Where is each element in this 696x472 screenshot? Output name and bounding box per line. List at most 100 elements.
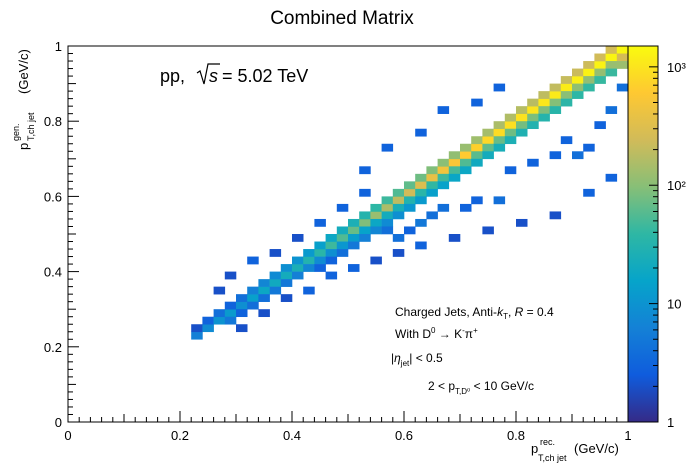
heatmap-cell	[560, 91, 573, 99]
heatmap-cell	[572, 91, 584, 99]
heatmap-cell	[493, 83, 506, 92]
heatmap-cell	[348, 226, 360, 235]
heatmap-cell	[527, 98, 539, 107]
heatmap-cell	[202, 316, 214, 325]
heatmap-cell	[392, 196, 405, 205]
heatmap-cell	[336, 241, 349, 250]
heatmap-cell	[572, 68, 584, 77]
heatmap-cell	[504, 128, 517, 137]
color-scale-frame	[627, 45, 659, 423]
heatmap-cell	[583, 76, 595, 84]
heatmap-cell	[594, 68, 606, 77]
jets-annotation: Charged Jets, Anti-kT, R = 0.4	[395, 305, 554, 321]
heatmap-cell	[583, 143, 595, 152]
heatmap-cell	[583, 83, 595, 92]
heatmap-cell	[404, 203, 416, 212]
jets-k: k	[497, 305, 504, 319]
heatmap-cell	[549, 106, 562, 114]
heatmap-cell	[583, 61, 595, 69]
heatmap-cell	[527, 121, 539, 130]
heatmap-cell	[460, 151, 472, 160]
heatmap-cell	[314, 241, 326, 250]
selection-annotations: Charged Jets, Anti-kT, R = 0.4 With D0 →…	[391, 305, 554, 396]
y-tick-label: 1	[55, 39, 62, 54]
heatmap-cell	[460, 158, 472, 167]
sqrt-sign-icon	[196, 63, 220, 85]
heatmap-cell	[538, 106, 550, 114]
heatmap-cell	[348, 218, 360, 227]
heatmap-cell	[213, 286, 226, 295]
y-axis-label: p gen. T,ch jet (GeV/c)	[11, 49, 36, 150]
heatmap-cell	[493, 143, 506, 152]
z-tick-label: 10³	[667, 60, 686, 75]
heatmap-cell	[616, 61, 629, 69]
heatmap-cell	[448, 173, 461, 182]
heatmap-cell	[460, 166, 472, 175]
decay-prefix-sup: 0	[431, 326, 436, 335]
heatmap-cell	[359, 234, 371, 242]
heatmap-cell	[392, 203, 405, 212]
heatmap-cell	[224, 271, 237, 280]
heatmap-cell	[437, 173, 450, 182]
heatmap-cell	[583, 68, 595, 77]
heatmap-cell	[236, 324, 248, 333]
heatmap-cell	[437, 203, 450, 212]
y-axis-ticks: 0 0.2 0.4 0.6 0.8 1	[44, 39, 79, 430]
heatmap-cell	[504, 113, 517, 122]
y-tick-label: 0.6	[44, 189, 62, 204]
heatmap-cell	[616, 83, 629, 92]
heatmap-cell	[538, 113, 550, 122]
heatmap-cell	[325, 256, 338, 265]
heatmap-cell	[437, 106, 450, 114]
heatmap-cell	[560, 136, 573, 145]
heatmap-cell	[269, 271, 282, 280]
heatmap-cell	[448, 151, 461, 160]
x-tick-label: 0.2	[171, 428, 189, 443]
heatmap-cell	[213, 316, 226, 325]
heatmap-cell	[191, 331, 203, 340]
heatmap-cell	[594, 121, 606, 130]
heatmap-cell	[448, 158, 461, 167]
heatmap-cell	[527, 113, 539, 122]
heatmap-cell	[482, 136, 494, 145]
decay-pi-sup: +	[473, 326, 478, 335]
heatmap-cell	[359, 226, 371, 235]
heatmap-cell	[415, 128, 427, 137]
heatmap-cell	[191, 324, 203, 333]
eta-annotation: |ηjet| < 0.5	[391, 351, 443, 368]
heatmap-cell	[370, 256, 382, 265]
heatmap-cell	[527, 106, 539, 114]
heatmap-cell	[359, 211, 371, 220]
heatmap-cell	[549, 83, 562, 92]
x-axis-label-sub: T,ch jet	[538, 453, 567, 463]
heatmap-cell	[527, 158, 539, 167]
chart-title: Combined Matrix	[270, 8, 414, 29]
heatmap-cell	[572, 151, 584, 160]
heatmap-cell	[336, 203, 349, 212]
heatmap-cell	[504, 166, 517, 175]
heatmap-cell	[616, 53, 629, 62]
heatmap-cell	[471, 151, 483, 160]
heatmap-cell	[325, 234, 338, 242]
eta-open: |	[391, 351, 394, 365]
heatmap-cells	[191, 46, 629, 340]
heatmap-cell	[258, 279, 270, 287]
heatmap-cell	[258, 309, 270, 318]
heatmap-cell	[471, 98, 483, 107]
heatmap-cell	[516, 121, 528, 130]
heatmap-cell	[269, 279, 282, 287]
heatmap-cell	[236, 301, 248, 310]
heatmap-cell	[336, 226, 349, 235]
collision-label: pp, s = 5.02 TeV	[160, 63, 308, 86]
heatmap-cell	[605, 68, 618, 77]
y-tick-label: 0.4	[44, 265, 62, 280]
heatmap-cell	[404, 196, 416, 205]
heatmap-cell	[460, 143, 472, 152]
heatmap-cell	[247, 294, 259, 302]
heatmap-cell	[605, 173, 618, 182]
x-tick-label: 0.8	[507, 428, 525, 443]
heatmap-cell	[269, 249, 282, 257]
heatmap-cell	[471, 196, 483, 205]
heatmap-cell	[269, 286, 282, 295]
